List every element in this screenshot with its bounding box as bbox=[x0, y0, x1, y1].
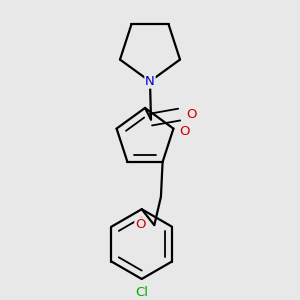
Text: O: O bbox=[187, 108, 197, 121]
Text: O: O bbox=[179, 125, 189, 138]
Text: Cl: Cl bbox=[135, 286, 148, 299]
Text: N: N bbox=[145, 75, 155, 88]
Text: O: O bbox=[135, 218, 146, 231]
